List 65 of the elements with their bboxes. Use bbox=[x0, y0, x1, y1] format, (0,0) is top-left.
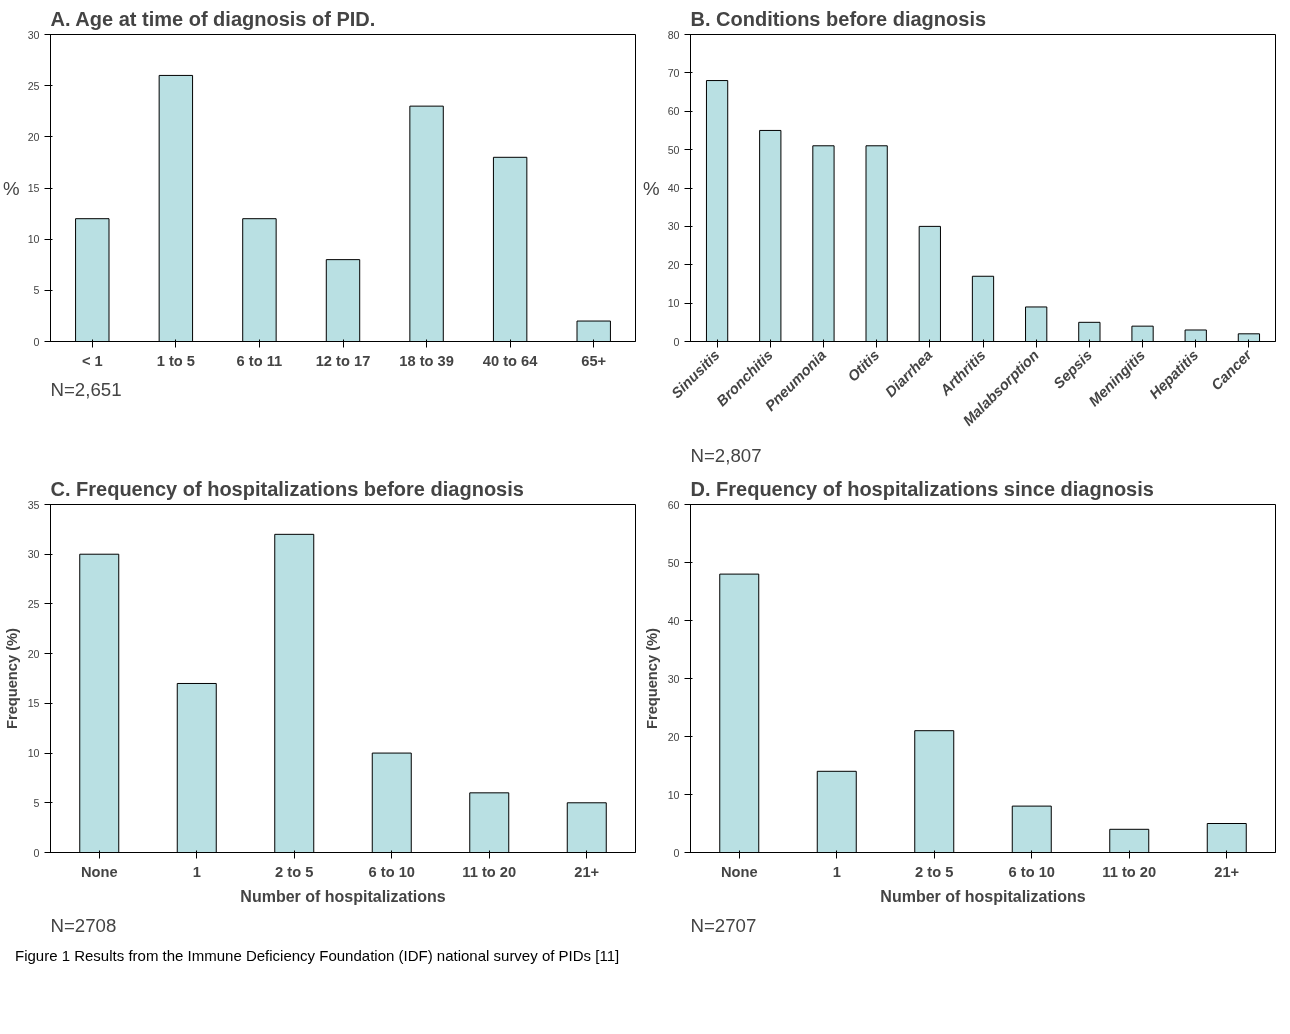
y-tick-label: 5 bbox=[33, 284, 40, 297]
x-tick-label: 18 to 39 bbox=[399, 352, 454, 369]
x-axis-title: Number of hospitalizations bbox=[880, 887, 1086, 905]
x-tick-label: 1 bbox=[192, 863, 201, 880]
y-tick-label: 0 bbox=[673, 846, 680, 859]
y-tick-label: 30 bbox=[667, 220, 680, 233]
y-tick-label: 5 bbox=[33, 796, 40, 809]
y-tick-label: 35 bbox=[27, 498, 40, 511]
chart-title: D. Frequency of hospitalizations since diagnosis bbox=[690, 477, 1154, 500]
x-tick-label: 65+ bbox=[581, 352, 607, 369]
y-tick-label: 20 bbox=[667, 258, 680, 271]
y-axis-title: Frequency (%) bbox=[3, 627, 20, 729]
y-axis-title: % bbox=[3, 177, 20, 199]
y-tick-label: 30 bbox=[27, 28, 40, 41]
y-tick-label: 25 bbox=[27, 597, 40, 610]
y-tick-label: 0 bbox=[673, 335, 680, 348]
y-tick-label: 15 bbox=[27, 182, 40, 194]
y-tick-label: 0 bbox=[33, 846, 40, 859]
x-tick-label: 6 to 11 bbox=[236, 352, 283, 369]
y-tick-label: 15 bbox=[27, 697, 40, 710]
x-axis-title: Number of hospitalizations bbox=[240, 887, 446, 905]
y-tick-label: 0 bbox=[33, 335, 40, 348]
y-tick-label: 20 bbox=[27, 130, 40, 143]
y-tick-label: 60 bbox=[667, 498, 680, 511]
y-axis-title: Frequency (%) bbox=[643, 627, 660, 729]
x-tick-label: 11 to 20 bbox=[1102, 863, 1157, 880]
x-tick-label: 11 to 20 bbox=[462, 863, 517, 880]
chart-title: C. Frequency of hospitalizations before diagnosis bbox=[50, 477, 524, 500]
x-tick-label: 2 to 5 bbox=[275, 863, 314, 880]
y-tick-label: 40 bbox=[667, 182, 680, 194]
y-tick-label: 10 bbox=[27, 233, 40, 246]
y-tick-label: 60 bbox=[667, 105, 680, 118]
y-tick-label: 30 bbox=[27, 548, 40, 561]
text: N=2707 bbox=[690, 914, 757, 936]
y-tick-label: 10 bbox=[667, 788, 680, 801]
x-tick-label: None bbox=[720, 863, 758, 880]
x-tick-label: 1 bbox=[832, 863, 841, 880]
x-tick-label: 12 to 17 bbox=[315, 352, 371, 369]
y-tick-label: 50 bbox=[667, 143, 680, 156]
y-tick-label: 25 bbox=[27, 79, 40, 92]
y-tick-label: 10 bbox=[667, 297, 680, 310]
x-tick-label: 6 to 10 bbox=[368, 863, 415, 880]
x-tick-label: 21+ bbox=[1214, 863, 1240, 880]
x-tick-label: 1 to 5 bbox=[156, 352, 195, 369]
text: N=2708 bbox=[50, 914, 117, 936]
y-axis-title: % bbox=[643, 177, 660, 199]
text: N=2,651 bbox=[50, 378, 122, 400]
x-tick-label: None bbox=[80, 863, 118, 880]
y-tick-label: 30 bbox=[667, 672, 680, 685]
y-tick-label: 10 bbox=[27, 747, 40, 760]
chart-title: A. Age at time of diagnosis of PID. bbox=[50, 7, 376, 30]
caption: Figure 1 Results from the Immune Deficiency Foundation (IDF) national survey of PIDs [11] bbox=[15, 946, 620, 966]
y-tick-label: 50 bbox=[667, 556, 680, 569]
y-tick-label: 20 bbox=[667, 730, 680, 743]
x-tick-label: 2 to 5 bbox=[915, 863, 954, 880]
y-tick-label: 80 bbox=[667, 28, 680, 41]
x-tick-label: 21+ bbox=[574, 863, 600, 880]
y-tick-label: 70 bbox=[667, 66, 680, 79]
x-tick-label: 40 to 64 bbox=[482, 352, 539, 369]
y-tick-label: 40 bbox=[667, 614, 680, 627]
x-tick-label: < 1 bbox=[81, 352, 103, 369]
y-tick-label: 20 bbox=[27, 647, 40, 660]
text: N=2,807 bbox=[690, 444, 762, 466]
x-tick-label: 6 to 10 bbox=[1008, 863, 1055, 880]
chart-title: B. Conditions before diagnosis bbox=[690, 7, 987, 30]
